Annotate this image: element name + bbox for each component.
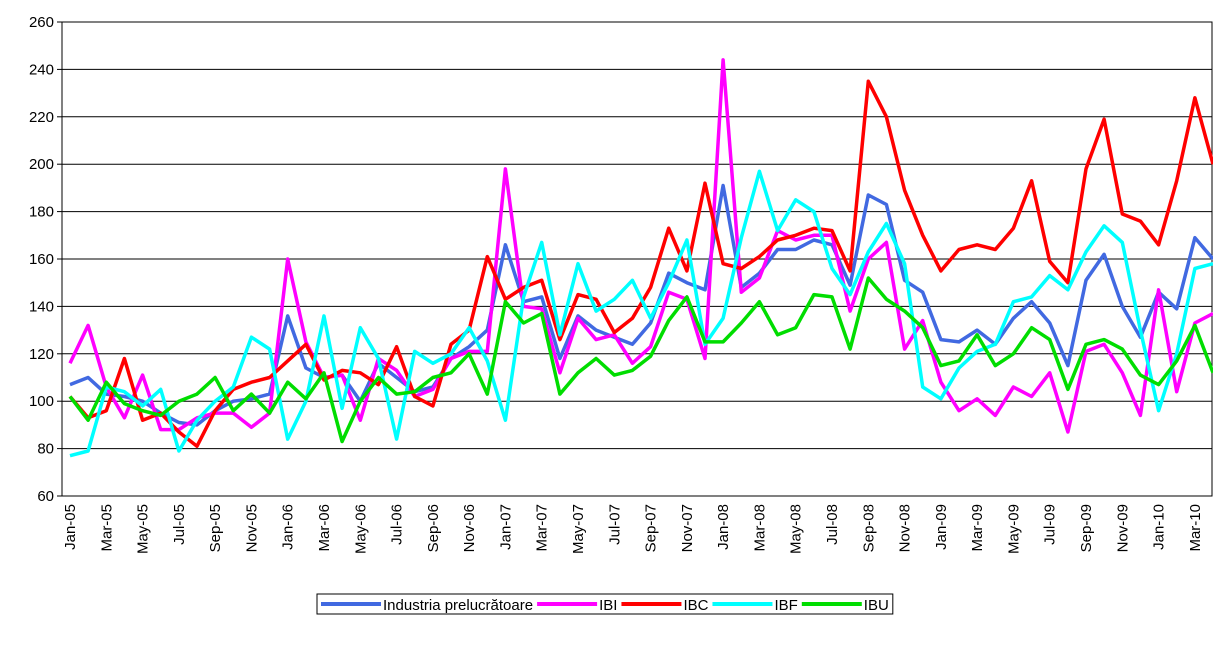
x-tick-label: Mar-07 xyxy=(534,504,551,552)
x-tick-label: Mar-08 xyxy=(751,504,768,552)
x-tick-label: May-08 xyxy=(788,504,805,554)
x-tick-label: Jul-05 xyxy=(171,504,188,545)
x-tick-label: Nov-09 xyxy=(1114,504,1131,552)
y-tick-label: 200 xyxy=(29,156,54,173)
y-tick-label: 160 xyxy=(29,251,54,268)
x-tick-label: Jan-09 xyxy=(933,504,950,550)
x-tick-label: Jan-08 xyxy=(715,504,732,550)
x-tick-label: Jul-09 xyxy=(1042,504,1059,545)
x-tick-label: Nov-06 xyxy=(461,504,478,552)
series-line xyxy=(68,58,1213,434)
x-tick-label: May-07 xyxy=(570,504,587,554)
y-tick-label: 140 xyxy=(29,298,54,315)
x-tick-label: Jul-08 xyxy=(824,504,841,545)
series-line xyxy=(68,276,1213,444)
x-tick-label: Mar-05 xyxy=(98,504,115,552)
x-tick-label: Jul-07 xyxy=(606,504,623,545)
x-tick-label: Jan-06 xyxy=(280,504,297,550)
y-tick-label: 180 xyxy=(29,204,54,221)
x-tick-label: Mar-09 xyxy=(969,504,986,552)
y-tick-label: 100 xyxy=(29,393,54,410)
series-line xyxy=(69,183,1213,427)
y-tick-label: 80 xyxy=(37,441,54,458)
x-tick-label: Sep-05 xyxy=(207,504,224,552)
x-tick-label: Mar-10 xyxy=(1187,504,1204,552)
x-tick-label: Sep-07 xyxy=(643,504,660,552)
y-tick-label: 240 xyxy=(29,61,54,78)
x-tick-label: Nov-08 xyxy=(897,504,914,552)
legend-label: IBF xyxy=(774,597,797,614)
x-tick-label: Nov-07 xyxy=(679,504,696,552)
y-tick-label: 60 xyxy=(37,488,54,505)
x-tick-label: May-09 xyxy=(1005,504,1022,554)
legend: Industria prelucrătoare IBI IBC IBF IBU xyxy=(316,593,894,615)
x-tick-label: Jan-10 xyxy=(1151,504,1168,550)
y-tick-label: 260 xyxy=(29,14,54,31)
x-tick-label: Jan-05 xyxy=(62,504,79,550)
x-tick-label: Mar-06 xyxy=(316,504,333,552)
series-line xyxy=(69,169,1213,458)
y-tick-label: 220 xyxy=(29,109,54,126)
x-tick-label: Sep-08 xyxy=(860,504,877,552)
legend-label: IBU xyxy=(864,597,889,614)
x-tick-label: Sep-06 xyxy=(425,504,442,552)
x-tick-label: May-05 xyxy=(135,504,152,554)
x-tick-label: Jan-07 xyxy=(497,504,514,550)
legend-box xyxy=(316,593,894,615)
y-tick-label: 120 xyxy=(29,346,54,363)
x-tick-label: May-06 xyxy=(352,504,369,554)
x-tick-label: Jul-06 xyxy=(389,504,406,545)
legend-label: Industria prelucrătoare xyxy=(383,597,533,614)
x-tick-label: Sep-09 xyxy=(1078,504,1095,552)
legend-label: IBI xyxy=(599,597,617,614)
x-tick-label: Nov-05 xyxy=(243,504,260,552)
legend-label: IBC xyxy=(683,597,708,614)
